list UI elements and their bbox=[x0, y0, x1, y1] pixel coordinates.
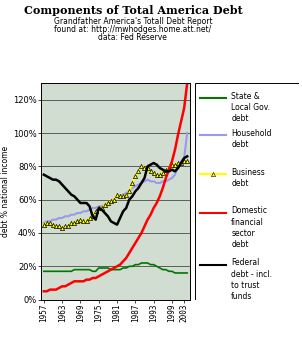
Text: Federal
debt - incl.
to trust
funds: Federal debt - incl. to trust funds bbox=[231, 258, 272, 301]
Text: State &
Local Gov.
debt: State & Local Gov. debt bbox=[231, 92, 270, 123]
Y-axis label: debt % national income: debt % national income bbox=[1, 146, 10, 237]
Text: Components of Total America Debt: Components of Total America Debt bbox=[24, 5, 242, 16]
Text: found at: http://mwhodges.home.att.net/: found at: http://mwhodges.home.att.net/ bbox=[54, 25, 211, 34]
Text: Domestic
financial
sector
debt: Domestic financial sector debt bbox=[231, 206, 267, 249]
Text: Household
debt: Household debt bbox=[231, 129, 272, 149]
Text: data: Fed Reserve: data: Fed Reserve bbox=[98, 33, 167, 42]
Text: Business
debt: Business debt bbox=[231, 168, 265, 188]
Text: Grandfather America's Totall Debt Report: Grandfather America's Totall Debt Report bbox=[53, 17, 212, 26]
FancyBboxPatch shape bbox=[195, 83, 299, 300]
